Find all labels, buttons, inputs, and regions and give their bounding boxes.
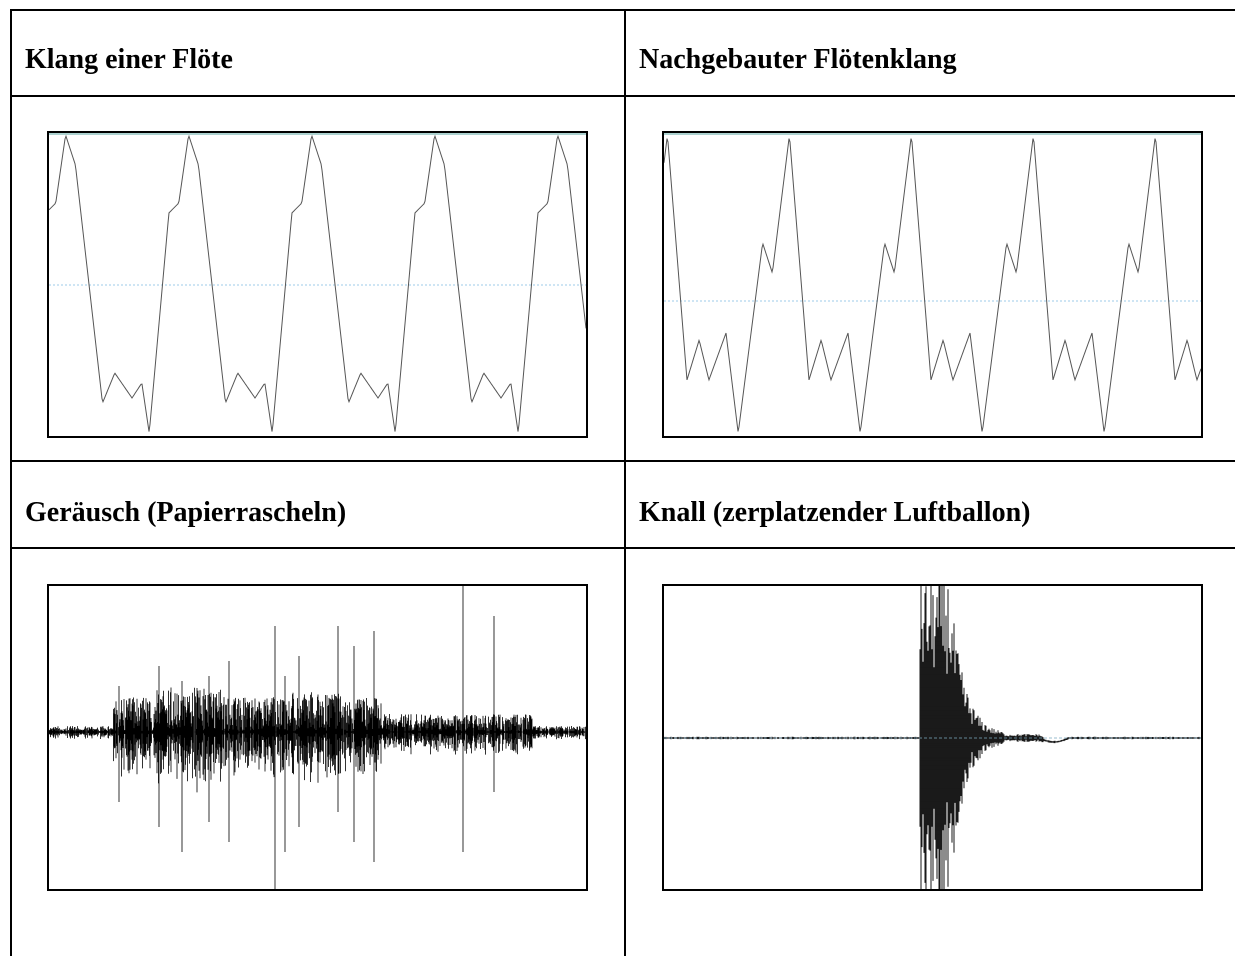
- table-row-divider: [10, 95, 1235, 97]
- waveform-bang: [664, 586, 1201, 889]
- waveform-plot-synth-flute: [662, 131, 1203, 438]
- cell-title-flute: Klang einer Flöte: [25, 44, 233, 75]
- waveform-plot-noise: [47, 584, 588, 891]
- table-border-left: [10, 9, 12, 956]
- cell-title-noise: Geräusch (Papierrascheln): [25, 497, 347, 528]
- table-row-divider: [10, 547, 1235, 549]
- waveform-bang-graph: [664, 586, 1201, 889]
- table-column-divider: [624, 9, 626, 956]
- waveform-noise-graph: [49, 586, 586, 889]
- cell-title-synth-flute: Nachgebauter Flötenklang: [639, 44, 957, 75]
- waveform-noise: [49, 586, 586, 889]
- waveform-line: [49, 134, 586, 432]
- cell-title-bang: Knall (zerplatzender Luftballon): [639, 497, 1031, 528]
- table-border-top: [10, 9, 1235, 11]
- waveform-line: [664, 138, 1201, 432]
- waveform-plot-flute: [47, 131, 588, 438]
- waveform-flute-graph: [49, 133, 586, 432]
- waveform-table: [10, 9, 1235, 956]
- waveform-plot-bang: [662, 584, 1203, 891]
- table-row-divider: [10, 460, 1235, 462]
- waveform-synth-flute-graph: [664, 133, 1201, 432]
